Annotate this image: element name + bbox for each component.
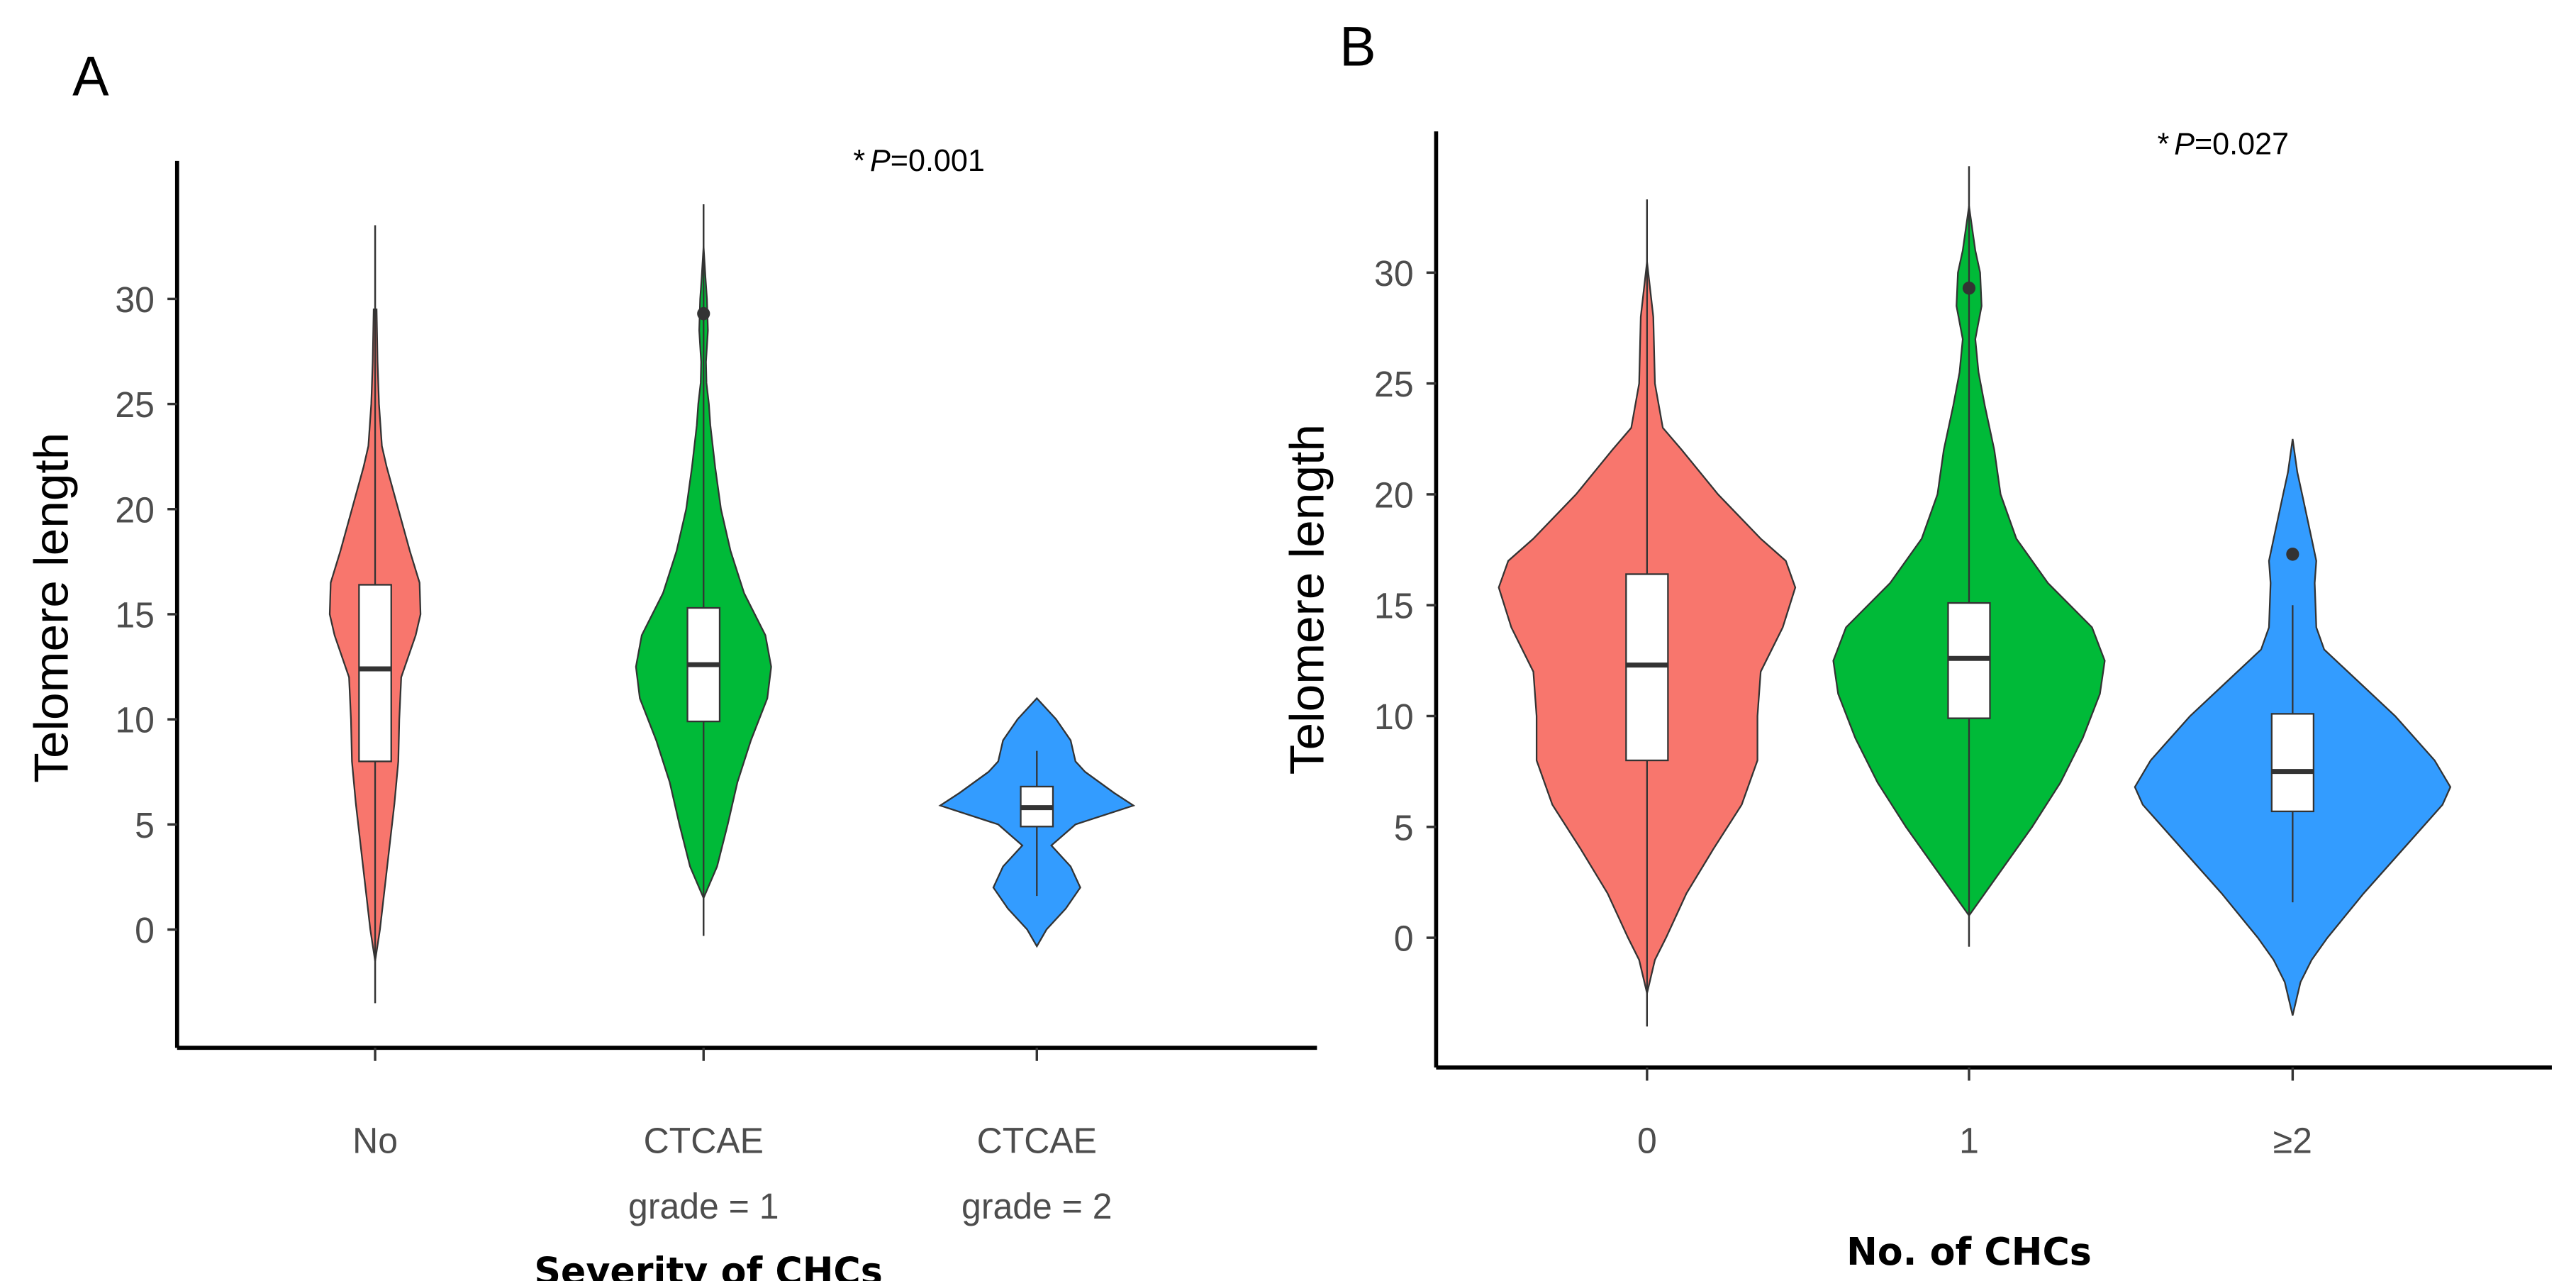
outlier-point bbox=[1962, 281, 1976, 295]
x-tick-label: 1 bbox=[1959, 1120, 1979, 1161]
x-tick-label: ≥2 bbox=[2273, 1120, 2312, 1161]
y-axis-title: Telomere length bbox=[24, 433, 78, 783]
y-tick-label: 0 bbox=[135, 910, 155, 951]
y-tick-label: 20 bbox=[1374, 475, 1414, 516]
x-tick-label-line2: grade = 1 bbox=[628, 1186, 779, 1227]
y-tick-label: 15 bbox=[115, 594, 155, 636]
panel-label: A bbox=[72, 45, 108, 108]
y-tick-label: 5 bbox=[135, 804, 155, 845]
panel-b: B * P=0.027 Telomere length No. of CHCs 0… bbox=[1280, 15, 2552, 1274]
panel-a: A * P=0.001 Telomere length Severity of C… bbox=[24, 45, 1317, 1281]
panel-label: B bbox=[1339, 15, 1376, 78]
y-tick-label: 10 bbox=[115, 699, 155, 741]
annotation-star: * bbox=[853, 143, 865, 177]
y-tick-label: 30 bbox=[1374, 253, 1414, 294]
x-axis-title: Severity of CHCs bbox=[534, 1250, 883, 1281]
box bbox=[2270, 713, 2315, 813]
outlier-point bbox=[697, 306, 710, 321]
p-value-annotation: * P=0.027 bbox=[2158, 127, 2289, 161]
x-tick-label: CTCAE bbox=[644, 1120, 764, 1161]
annotation-star: * bbox=[2158, 127, 2170, 161]
y-tick-label: 20 bbox=[115, 489, 155, 531]
x-tick-label-line2: grade = 2 bbox=[961, 1186, 1112, 1227]
x-tick-label: 0 bbox=[1637, 1120, 1657, 1161]
y-tick-label: 25 bbox=[1374, 364, 1414, 405]
outlier-point bbox=[2286, 548, 2299, 561]
x-tick-label: No bbox=[352, 1120, 398, 1161]
box bbox=[358, 584, 392, 762]
annotation-p: P bbox=[870, 143, 891, 177]
annotation-p: P bbox=[2174, 127, 2195, 161]
y-tick-label: 5 bbox=[1394, 807, 1414, 848]
annotation-value: =0.001 bbox=[891, 143, 985, 177]
x-axis-title: No. of CHCs bbox=[1846, 1230, 2092, 1274]
y-axis-title: Telomere length bbox=[1280, 424, 1334, 775]
y-tick-label: 25 bbox=[115, 384, 155, 426]
y-tick-label: 10 bbox=[1374, 697, 1414, 738]
p-value-annotation: * P=0.001 bbox=[853, 143, 984, 177]
x-tick-label: CTCAE bbox=[977, 1120, 1097, 1161]
annotation-value: =0.027 bbox=[2195, 127, 2289, 161]
y-tick-label: 15 bbox=[1374, 585, 1414, 626]
y-tick-label: 30 bbox=[115, 279, 155, 320]
y-tick-label: 0 bbox=[1394, 918, 1414, 959]
